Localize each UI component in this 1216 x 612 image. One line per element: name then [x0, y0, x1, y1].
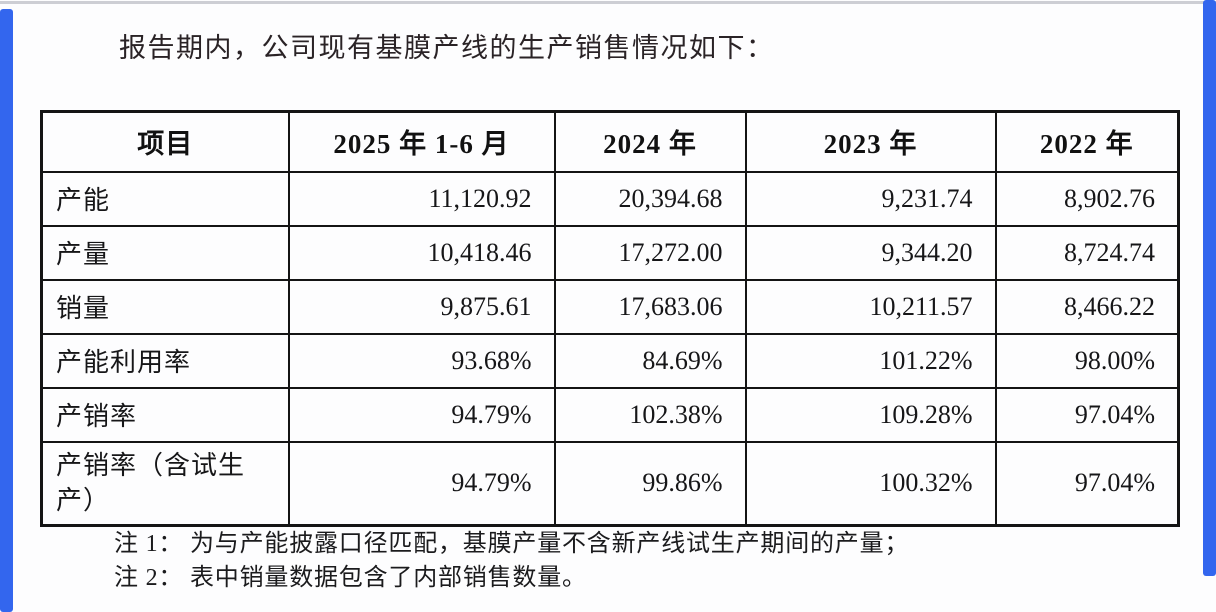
value-2024: 20,394.68	[553, 170, 747, 227]
table-row-capacity: 产能 11,120.92 20,394.68 9,231.74 8,902.76	[40, 170, 1180, 227]
row-label: 产能	[40, 170, 290, 227]
col-header-2024: 2024 年	[553, 110, 747, 173]
value-2022: 8,466.22	[994, 278, 1180, 335]
value-2025h1: 94.79%	[287, 440, 556, 527]
value-2023: 100.32%	[744, 440, 997, 527]
row-label-text: 产销率（含试生产）	[56, 451, 246, 516]
left-accent-bar	[0, 9, 13, 612]
table-row-sales-volume: 销量 9,875.61 17,683.06 10,211.57 8,466.22	[40, 278, 1180, 335]
value-2025h1: 10,418.46	[287, 224, 556, 281]
table-header-row: 项目 2025 年 1-6 月 2024 年 2023 年 2022 年	[40, 110, 1180, 173]
footnote-1: 注 1： 为与产能披露口径匹配，基膜产量不含新产线试生产期间的产量；	[114, 531, 910, 557]
value-2023: 109.28%	[744, 386, 997, 443]
value-2023: 10,211.57	[744, 278, 997, 335]
section-intro-text: 报告期内，公司现有基膜产线的生产销售情况如下：	[119, 33, 775, 63]
value-2024: 17,683.06	[553, 278, 747, 335]
table-row-sales-to-output-ratio-incl-trial: 产销率（含试生产） 94.79% 99.86% 100.32% 97.04%	[40, 440, 1180, 527]
value-2023: 9,344.20	[744, 224, 997, 281]
value-2022: 97.04%	[994, 386, 1180, 443]
row-label: 销量	[40, 278, 290, 335]
value-2022: 8,724.74	[994, 224, 1180, 281]
row-label: 产能利用率	[40, 332, 290, 389]
value-2023: 101.22%	[744, 332, 997, 389]
value-2024: 84.69%	[553, 332, 747, 389]
table-row-output: 产量 10,418.46 17,272.00 9,344.20 8,724.74	[40, 224, 1180, 281]
page-top-edge-line	[0, 1, 1216, 4]
value-2024: 99.86%	[553, 440, 747, 527]
row-label: 产销率（含试生产）	[40, 440, 290, 527]
footnote-2: 注 2： 表中销量数据包含了内部销售数量。	[114, 565, 587, 591]
table-row-capacity-utilization: 产能利用率 93.68% 84.69% 101.22% 98.00%	[40, 332, 1180, 389]
value-2025h1: 93.68%	[287, 332, 556, 389]
value-2025h1: 94.79%	[287, 386, 556, 443]
value-2025h1: 11,120.92	[287, 170, 556, 227]
row-label: 产量	[40, 224, 290, 281]
value-2025h1: 9,875.61	[287, 278, 556, 335]
value-2022: 98.00%	[994, 332, 1180, 389]
col-header-2022: 2022 年	[994, 110, 1180, 173]
value-2022: 8,902.76	[994, 170, 1180, 227]
right-accent-bar	[1203, 0, 1216, 576]
col-header-item: 项目	[40, 110, 290, 173]
value-2024: 102.38%	[553, 386, 747, 443]
table-row-sales-to-output-ratio: 产销率 94.79% 102.38% 109.28% 97.04%	[40, 386, 1180, 443]
row-label: 产销率	[40, 386, 290, 443]
value-2023: 9,231.74	[744, 170, 997, 227]
production-sales-table: 项目 2025 年 1-6 月 2024 年 2023 年 2022 年 产能 …	[40, 110, 1180, 527]
value-2024: 17,272.00	[553, 224, 747, 281]
col-header-2023: 2023 年	[744, 110, 997, 173]
footnotes: 注 1： 为与产能披露口径匹配，基膜产量不含新产线试生产期间的产量； 注 2： …	[114, 527, 909, 595]
col-header-2025h1: 2025 年 1-6 月	[287, 110, 556, 173]
value-2022: 97.04%	[994, 440, 1180, 527]
